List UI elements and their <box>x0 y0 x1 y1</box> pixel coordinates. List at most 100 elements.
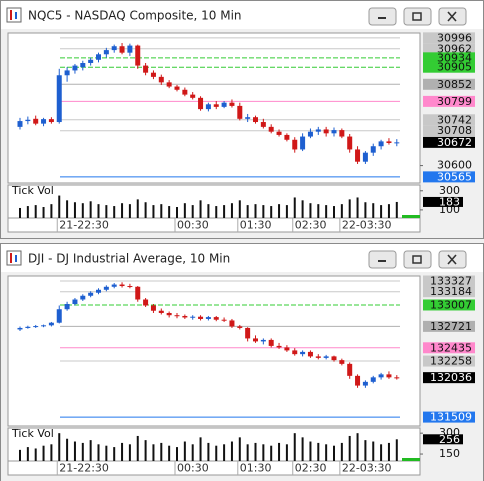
level-label: 133184 <box>430 285 472 298</box>
volume-bar <box>348 435 351 461</box>
candle-body <box>119 284 125 287</box>
volume-bar <box>168 206 171 218</box>
candle-body <box>221 319 227 321</box>
window-title: NQC5 - NASDAQ Composite, 10 Min <box>28 9 242 23</box>
candle-body <box>80 295 86 300</box>
x-tick-label: 22-03:30 <box>342 219 392 232</box>
level-label: 133007 <box>430 298 472 311</box>
volume-bar <box>66 438 69 461</box>
candle-body <box>17 121 23 127</box>
price-pane <box>7 275 421 427</box>
volume-bar <box>199 437 202 461</box>
level-label-box <box>423 32 475 44</box>
volume-bar <box>191 205 194 218</box>
volume-bar <box>223 444 226 461</box>
volume-bar <box>73 202 76 218</box>
volume-tick-label: 150 <box>439 447 460 460</box>
volume-bar <box>152 444 155 461</box>
volume-bar <box>50 204 53 218</box>
candle-body <box>300 136 306 150</box>
x-tick-label: 22-03:30 <box>342 462 392 475</box>
maximize-button[interactable] <box>403 7 432 26</box>
volume-bar <box>325 205 328 218</box>
volume-bar <box>278 442 281 461</box>
candle-body <box>182 89 188 95</box>
volume-bar <box>285 205 288 218</box>
volume-bar <box>317 204 320 218</box>
volume-bar <box>230 441 233 461</box>
level-label-box <box>423 299 475 311</box>
last-volume-box <box>423 196 463 207</box>
volume-bar <box>89 440 92 461</box>
candle-body <box>315 356 321 358</box>
candle-body <box>386 141 392 143</box>
volume-bar <box>333 445 335 461</box>
volume-bar <box>340 204 343 218</box>
volume-bar <box>340 442 343 461</box>
level-label: 132435 <box>430 341 472 354</box>
volume-bar <box>395 201 398 218</box>
volume-bar <box>317 442 320 461</box>
volume-bar <box>246 444 249 461</box>
volume-bar <box>97 444 100 461</box>
candle-body <box>292 350 298 355</box>
candle-body <box>347 363 353 376</box>
minimize-button[interactable] <box>368 250 397 269</box>
candle-body <box>300 351 306 355</box>
minimize-glyph <box>378 260 386 262</box>
candle-body <box>158 310 164 313</box>
x-tick-label: 00:30 <box>177 219 209 232</box>
candle-body <box>221 102 227 107</box>
candle-body <box>88 292 94 296</box>
level-label: 30852 <box>437 78 472 91</box>
candle-body <box>25 119 31 122</box>
level-label: 30934 <box>437 51 472 64</box>
volume-bar <box>26 206 29 218</box>
candle-body <box>378 374 384 378</box>
candle-body <box>370 146 376 153</box>
candle-body <box>260 339 266 342</box>
candle-body <box>284 134 290 140</box>
x-tick-label: 21-22:30 <box>59 462 109 475</box>
candle-body <box>331 130 337 134</box>
candle-body <box>339 360 345 364</box>
volume-bar <box>152 205 155 218</box>
volume-bar <box>176 207 178 218</box>
candle-body <box>182 315 188 318</box>
volume-bar <box>168 445 171 461</box>
candle-body <box>213 317 219 320</box>
volume-bar <box>380 444 383 461</box>
maximize-button[interactable] <box>403 250 432 269</box>
candle-body <box>158 76 164 83</box>
volume-label: Tick Vol <box>11 184 54 197</box>
volume-bar <box>97 204 100 218</box>
candle-body <box>33 118 39 124</box>
candle-body <box>245 327 251 339</box>
minimize-button[interactable] <box>368 7 397 26</box>
candle-body <box>41 325 47 327</box>
volume-bar <box>278 204 281 218</box>
candle-body <box>48 119 54 123</box>
volume-bar <box>207 204 210 218</box>
candle-body <box>119 46 125 53</box>
candle-body <box>229 320 235 327</box>
level-label-box <box>423 411 475 423</box>
volume-bar <box>333 206 335 218</box>
last-price-box <box>423 372 475 384</box>
volume-bar <box>128 204 131 218</box>
volume-bar <box>238 200 241 218</box>
candle-body <box>276 131 282 135</box>
volume-bar <box>215 206 218 218</box>
last-price-box <box>423 136 475 148</box>
candle-body <box>307 351 313 357</box>
volume-bar <box>89 201 92 218</box>
candle-body <box>268 339 274 346</box>
level-label-box <box>423 275 475 287</box>
x-tick-label: 01:30 <box>240 219 272 232</box>
candle-body <box>88 59 94 63</box>
level-label-box <box>423 114 475 126</box>
volume-bar <box>325 444 328 461</box>
candle-body <box>150 72 156 77</box>
candle-body <box>174 315 180 317</box>
